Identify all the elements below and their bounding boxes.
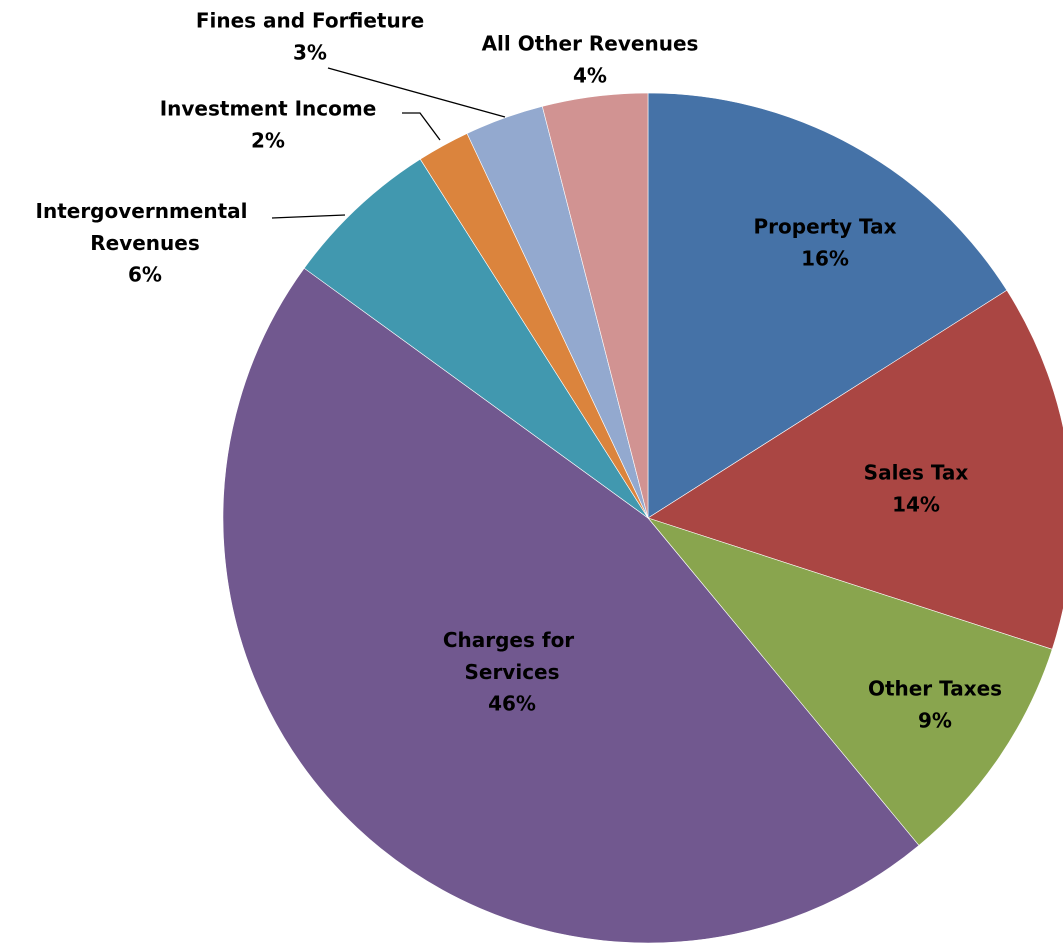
slice-label: Property Tax <box>753 215 896 239</box>
slice-label: Fines and Forfieture <box>196 9 424 33</box>
pie-slice <box>647 517 1053 846</box>
slice-label: Investment Income <box>160 97 377 121</box>
value-label: 14% <box>892 493 940 517</box>
label-line: Charges for <box>443 628 581 652</box>
pie-slice <box>222 267 920 944</box>
leader-line <box>271 214 346 219</box>
slice-label: All Other Revenues <box>482 32 699 56</box>
label-line: Services <box>464 660 559 684</box>
leader-line <box>327 67 506 118</box>
pie-slice <box>541 92 649 519</box>
value-label: 16% <box>801 247 849 271</box>
slice-label: Intergovernmental Revenues <box>36 199 255 255</box>
pie-slice <box>303 158 649 519</box>
value-label: 9% <box>918 709 952 733</box>
value-label: 4% <box>573 64 607 88</box>
value-label: 46% <box>488 692 536 716</box>
leader-line <box>402 112 441 141</box>
value-label: 2% <box>251 129 285 153</box>
value-label: 3% <box>293 41 327 65</box>
slice-label: Other Taxes <box>868 677 1002 701</box>
slice-label: Charges for Services <box>443 628 581 684</box>
label-line: Revenues <box>90 231 200 255</box>
label-line: Intergovernmental <box>36 199 255 223</box>
pie-slice <box>647 92 1008 519</box>
value-label: 6% <box>128 263 162 287</box>
slice-label: Sales Tax <box>864 461 969 485</box>
